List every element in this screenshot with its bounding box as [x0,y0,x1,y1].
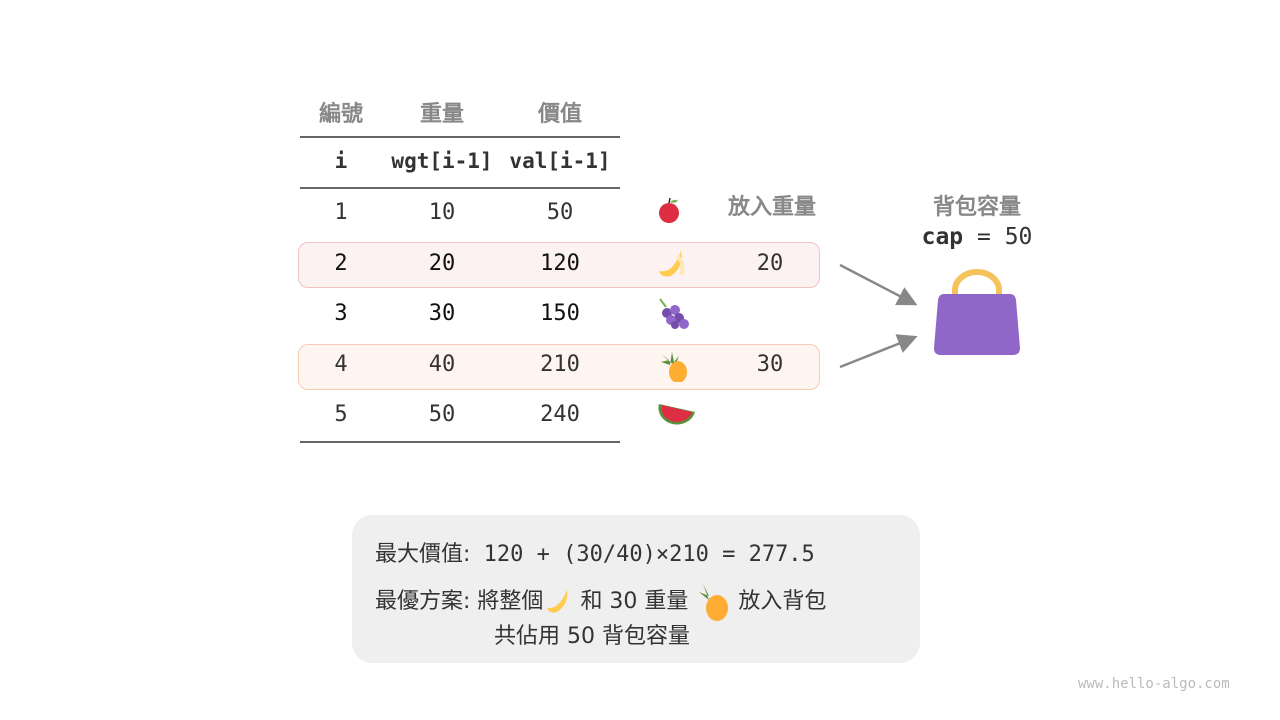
cell-weight: 40 [428,352,456,377]
cell-i: 5 [334,402,348,427]
cell-weight: 50 [428,402,456,427]
divider [300,441,620,443]
cell-value: 50 [546,200,574,225]
header-id: 編號 [318,102,364,127]
summary-box [352,515,920,663]
grapes-icon [659,298,689,329]
max-expression: 120 + (30/40)×210 = 277.5 [483,542,815,567]
bag-title: 背包容量 [932,195,1022,220]
best-label: 最優方案: [375,589,471,614]
cell-weight: 10 [428,200,456,225]
header-i: i [334,149,348,173]
bag-capacity: cap = 50 [922,224,1033,250]
arrows [839,263,918,369]
watermark: www.hello-algo.com [1078,676,1230,692]
cell-put-weight: 20 [756,251,784,276]
divider [300,136,620,138]
best-text-1: 將整個 [477,589,544,614]
banana-icon [547,590,568,613]
cell-i: 2 [334,251,348,276]
pineapple-icon [699,584,729,621]
banana-icon [659,251,685,277]
max-label: 最大價值: [375,542,471,567]
row-highlight-4 [298,344,820,390]
cell-put-weight: 30 [756,352,784,377]
cell-value: 120 [540,251,580,276]
best-plan-line-2: 共佔用 50 背包容量 [494,624,690,649]
bag-icon [934,269,1020,355]
header-value: 價值 [537,102,583,127]
header-val: val[i-1] [509,149,611,173]
cell-i: 3 [334,301,348,326]
pineapple-icon [661,352,687,382]
best-text-2: 和 30 重量 [580,589,689,614]
best-text-3: 放入背包 [738,589,827,614]
cap-label: cap [921,224,964,250]
max-value-line: 最大價值: 120 + (30/40)×210 = 277.5 [375,536,815,568]
cap-value: = 50 [963,224,1033,250]
cell-value: 150 [540,301,580,326]
cell-weight: 30 [428,301,456,326]
cell-i: 4 [334,352,348,377]
arrow-pineapple [839,334,918,369]
arrow-banana [839,263,918,306]
watermelon-icon [658,404,695,425]
header-weight: 重量 [419,102,465,127]
best-plan-line: 最優方案: 將整個 和 30 重量 放入背包 [375,582,826,622]
cell-i: 1 [334,200,348,225]
apple-icon [659,197,679,223]
cell-value: 210 [540,352,580,377]
header-wgt: wgt[i-1] [391,149,493,173]
divider [300,187,620,189]
put-weight-label: 放入重量 [727,195,817,220]
row-highlight-2 [298,242,820,288]
cell-weight: 20 [428,251,456,276]
cell-value: 240 [540,402,580,427]
